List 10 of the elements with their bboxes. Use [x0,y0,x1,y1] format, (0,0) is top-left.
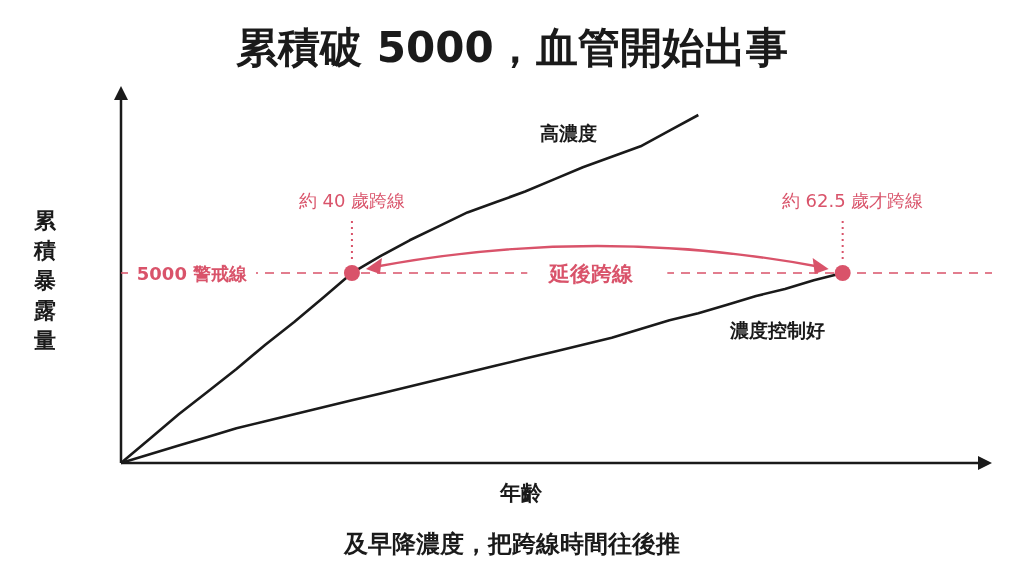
text: 及早降濃度，把跨線時間往後推 [343,530,680,558]
ref-line-label: 5000 警戒線 [136,262,249,284]
y-axis-title: 累積暴露量 [33,208,57,353]
series-label: 濃度控制好 [729,318,826,341]
annotation: 約 40 歲跨線 [298,189,406,211]
series-label: 高濃度 [539,122,597,144]
annotation: 約 62.5 歲才跨線 [781,189,924,211]
annotation: 延後跨線 [547,261,635,286]
chart-title: 累積破 5000，血管開始出事 [236,23,788,72]
x-axis-title: 年齡 [499,481,543,505]
